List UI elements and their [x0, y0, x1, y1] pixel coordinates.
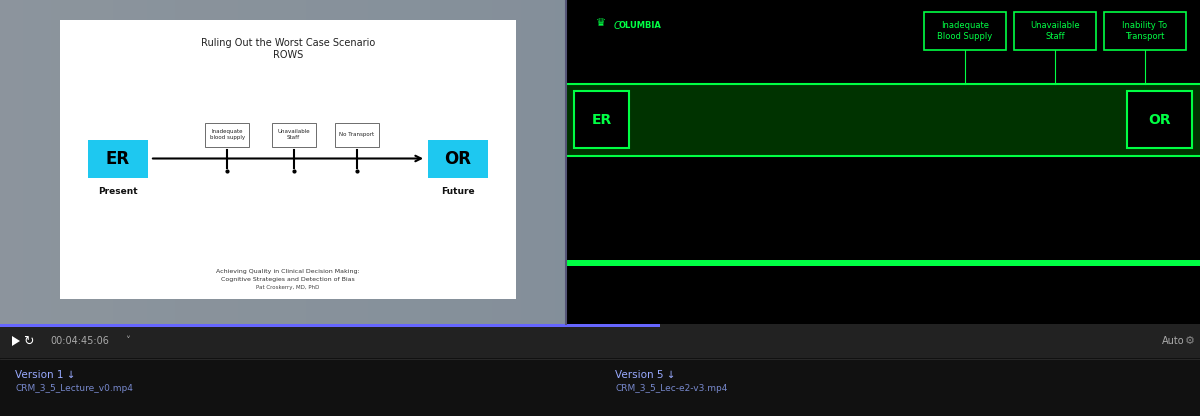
- Bar: [924, 12, 1006, 50]
- Text: OR: OR: [1148, 113, 1171, 127]
- Text: C: C: [614, 21, 620, 31]
- Text: Achieving Quality in Clinical Decision Making:: Achieving Quality in Clinical Decision M…: [216, 268, 360, 273]
- Text: Ruling Out the Worst Case Scenario: Ruling Out the Worst Case Scenario: [200, 38, 376, 48]
- Text: Future: Future: [442, 188, 475, 196]
- Text: No Transport: No Transport: [340, 132, 374, 137]
- Text: ↻: ↻: [23, 334, 34, 347]
- Text: ER: ER: [592, 113, 612, 127]
- Text: CRM_3_5_Lec-e2-v3.mp4: CRM_3_5_Lec-e2-v3.mp4: [616, 384, 727, 393]
- Text: OR: OR: [444, 149, 472, 168]
- Text: 00:04:45:06: 00:04:45:06: [50, 336, 109, 346]
- Text: Inadequate
blood supply: Inadequate blood supply: [210, 129, 245, 140]
- Bar: [88, 139, 148, 178]
- Bar: [0, 358, 1200, 416]
- Bar: [1127, 92, 1192, 149]
- Text: Inability To
Transport: Inability To Transport: [1122, 21, 1168, 41]
- FancyBboxPatch shape: [335, 122, 379, 146]
- Text: ˅: ˅: [125, 336, 130, 346]
- Text: ER: ER: [106, 149, 130, 168]
- Bar: [0, 324, 1200, 358]
- FancyBboxPatch shape: [271, 122, 316, 146]
- Bar: [566, 0, 1200, 324]
- Bar: [574, 92, 629, 149]
- Text: Version 5 ↓: Version 5 ↓: [616, 370, 676, 380]
- Text: Inadequate
Blood Supply: Inadequate Blood Supply: [937, 21, 992, 41]
- Bar: [60, 20, 516, 299]
- Text: Unavailable
Staff: Unavailable Staff: [277, 129, 310, 140]
- Text: ROWS: ROWS: [272, 50, 304, 60]
- Bar: [428, 139, 488, 178]
- Text: ⚙: ⚙: [1186, 336, 1195, 346]
- Bar: [1014, 12, 1096, 50]
- Bar: [1104, 12, 1186, 50]
- Bar: [0, 324, 660, 327]
- Text: Version 1 ↓: Version 1 ↓: [14, 370, 76, 380]
- Text: Cognitive Strategies and Detection of Bias: Cognitive Strategies and Detection of Bi…: [221, 277, 355, 282]
- Polygon shape: [12, 336, 20, 346]
- Text: CRM_3_5_Lecture_v0.mp4: CRM_3_5_Lecture_v0.mp4: [14, 384, 133, 393]
- Text: Present: Present: [98, 188, 138, 196]
- Text: Unavailable
Staff: Unavailable Staff: [1030, 21, 1080, 41]
- Text: ♛: ♛: [596, 18, 606, 28]
- Text: OLUMBIA: OLUMBIA: [619, 21, 662, 30]
- Text: Auto: Auto: [1163, 336, 1186, 346]
- Bar: [566, 260, 1200, 266]
- FancyBboxPatch shape: [205, 122, 250, 146]
- Text: Pat Croskerry, MD, PhD: Pat Croskerry, MD, PhD: [257, 285, 319, 290]
- Bar: [566, 84, 1200, 156]
